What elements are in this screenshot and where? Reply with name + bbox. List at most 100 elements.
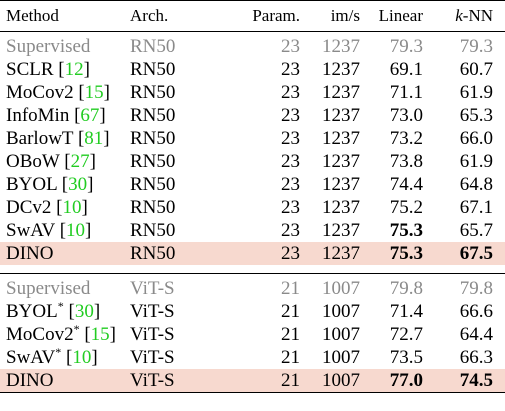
- citation-link[interactable]: 27: [70, 151, 90, 172]
- cell-param: 21: [242, 369, 300, 393]
- cell-method: BYOL* [30]: [6, 299, 101, 322]
- citation-link[interactable]: 10: [62, 197, 82, 218]
- cell-knn: 61.9: [459, 151, 493, 172]
- cell-param: 23: [281, 220, 300, 241]
- cell-method: DINO: [0, 369, 130, 393]
- cell-ims: 1237: [322, 82, 360, 103]
- citation-link[interactable]: 15: [84, 82, 104, 103]
- citation-link[interactable]: 12: [64, 59, 84, 80]
- cell-method: SCLR [12]: [6, 59, 90, 80]
- cell-linear: 77.0: [360, 369, 423, 393]
- cell-knn: 67.5: [423, 242, 505, 265]
- cell-knn: 67.1: [459, 197, 493, 218]
- cell-linear: 74.4: [389, 174, 423, 195]
- cell-ims: 1237: [322, 105, 360, 126]
- cell-linear: 73.2: [389, 128, 423, 149]
- method-name: SwAV: [6, 347, 56, 368]
- cell-knn: 66.0: [459, 128, 493, 149]
- cell-method: BarlowT [81]: [6, 128, 110, 149]
- cell-linear: 71.4: [389, 301, 423, 322]
- cell-knn: 66.6: [459, 301, 493, 322]
- table-row: SwAV [10] RN50 23 1237 75.3 65.7: [0, 219, 505, 242]
- cell-method: MoCov2* [15]: [6, 322, 116, 345]
- table-row: BYOL* [30] ViT-S 21 1007 71.4 66.6: [0, 300, 505, 323]
- cell-param: 23: [281, 128, 300, 149]
- cell-param: 21: [281, 301, 300, 322]
- citation-link[interactable]: 30: [68, 174, 88, 195]
- cell-ims: 1007: [322, 324, 360, 345]
- header-knn-k: k: [455, 6, 463, 25]
- cell-ims: 1237: [322, 36, 360, 57]
- cell-ims: 1237: [322, 220, 360, 241]
- table-row: InfoMin [67] RN50 23 1237 73.0 65.3: [0, 104, 505, 127]
- cell-ims: 1007: [322, 347, 360, 368]
- cell-arch: RN50: [130, 151, 176, 172]
- divider-cell: [0, 265, 505, 274]
- cell-method: SwAV* [10]: [6, 345, 98, 368]
- cell-ims: 1237: [322, 59, 360, 80]
- cell-method: InfoMin [67]: [6, 105, 106, 126]
- header-param: Param.: [242, 0, 300, 32]
- star-mark: *: [73, 322, 80, 336]
- cell-knn: 79.8: [459, 278, 493, 299]
- method-name: BYOL: [6, 174, 58, 195]
- cell-param: 21: [281, 278, 300, 299]
- method-name: DCv2: [6, 197, 52, 218]
- cell-method: MoCov2 [15]: [6, 82, 110, 103]
- method-name: MoCov2: [6, 324, 74, 345]
- section-divider: [0, 265, 505, 274]
- citation-link[interactable]: 81: [84, 128, 104, 149]
- cell-method: BYOL [30]: [6, 174, 94, 195]
- method-name: OBoW: [6, 151, 60, 172]
- cell-arch: ViT-S: [130, 324, 175, 345]
- cell-param: 23: [281, 174, 300, 195]
- cell-method: Supervised: [6, 36, 91, 57]
- cell-ims: 1237: [300, 242, 360, 265]
- citation-link[interactable]: 10: [72, 347, 92, 368]
- method-name: SCLR: [6, 59, 54, 80]
- cell-knn: 64.8: [459, 174, 493, 195]
- star-mark: *: [57, 299, 64, 313]
- table-row: BarlowT [81] RN50 23 1237 73.2 66.0: [0, 127, 505, 150]
- citation-link[interactable]: 10: [66, 220, 86, 241]
- cell-ims: 1007: [322, 301, 360, 322]
- cell-method: SwAV [10]: [6, 220, 92, 241]
- method-name: MoCov2: [6, 82, 74, 103]
- cell-param: 21: [281, 324, 300, 345]
- star-mark: *: [55, 345, 62, 359]
- header-linear: Linear: [360, 0, 423, 32]
- table-row-rn50-supervised: Supervised RN50 23 1237 79.3 79.3: [0, 32, 505, 59]
- header-arch: Arch.: [130, 0, 242, 32]
- cell-param: 23: [242, 242, 300, 265]
- table-row: BYOL [30] RN50 23 1237 74.4 64.8: [0, 173, 505, 196]
- cell-arch: RN50: [130, 82, 176, 103]
- method-name: SwAV: [6, 220, 55, 241]
- table-header: Method Arch. Param. im/s Linear k-NN: [0, 0, 505, 32]
- cell-ims: 1237: [322, 197, 360, 218]
- cell-linear: 72.7: [389, 324, 423, 345]
- cell-linear: 73.5: [389, 347, 423, 368]
- cell-arch: ViT-S: [130, 369, 242, 393]
- cell-knn: 74.5: [423, 369, 505, 393]
- cell-knn: 64.4: [459, 324, 493, 345]
- table-row: SwAV* [10] ViT-S 21 1007 73.5 66.3: [0, 346, 505, 369]
- cell-arch: RN50: [130, 105, 176, 126]
- cell-arch: RN50: [130, 220, 176, 241]
- cell-linear: 79.3: [389, 36, 423, 57]
- cell-arch: ViT-S: [130, 301, 175, 322]
- cell-param: 23: [281, 197, 300, 218]
- cell-arch: RN50: [130, 174, 176, 195]
- cell-linear: 79.8: [389, 278, 423, 299]
- citation-link[interactable]: 30: [74, 301, 94, 322]
- results-table: Method Arch. Param. im/s Linear k-NN Sup…: [0, 0, 505, 393]
- header-ims: im/s: [300, 0, 360, 32]
- citation-link[interactable]: 15: [90, 324, 110, 345]
- table-row-vits-supervised: Supervised ViT-S 21 1007 79.8 79.8: [0, 274, 505, 301]
- cell-knn: 66.3: [459, 347, 493, 368]
- cell-ims: 1237: [322, 174, 360, 195]
- cell-arch: RN50: [130, 36, 176, 57]
- cell-knn: 65.7: [459, 220, 493, 241]
- citation-link[interactable]: 67: [80, 105, 100, 126]
- cell-knn: 65.3: [459, 105, 493, 126]
